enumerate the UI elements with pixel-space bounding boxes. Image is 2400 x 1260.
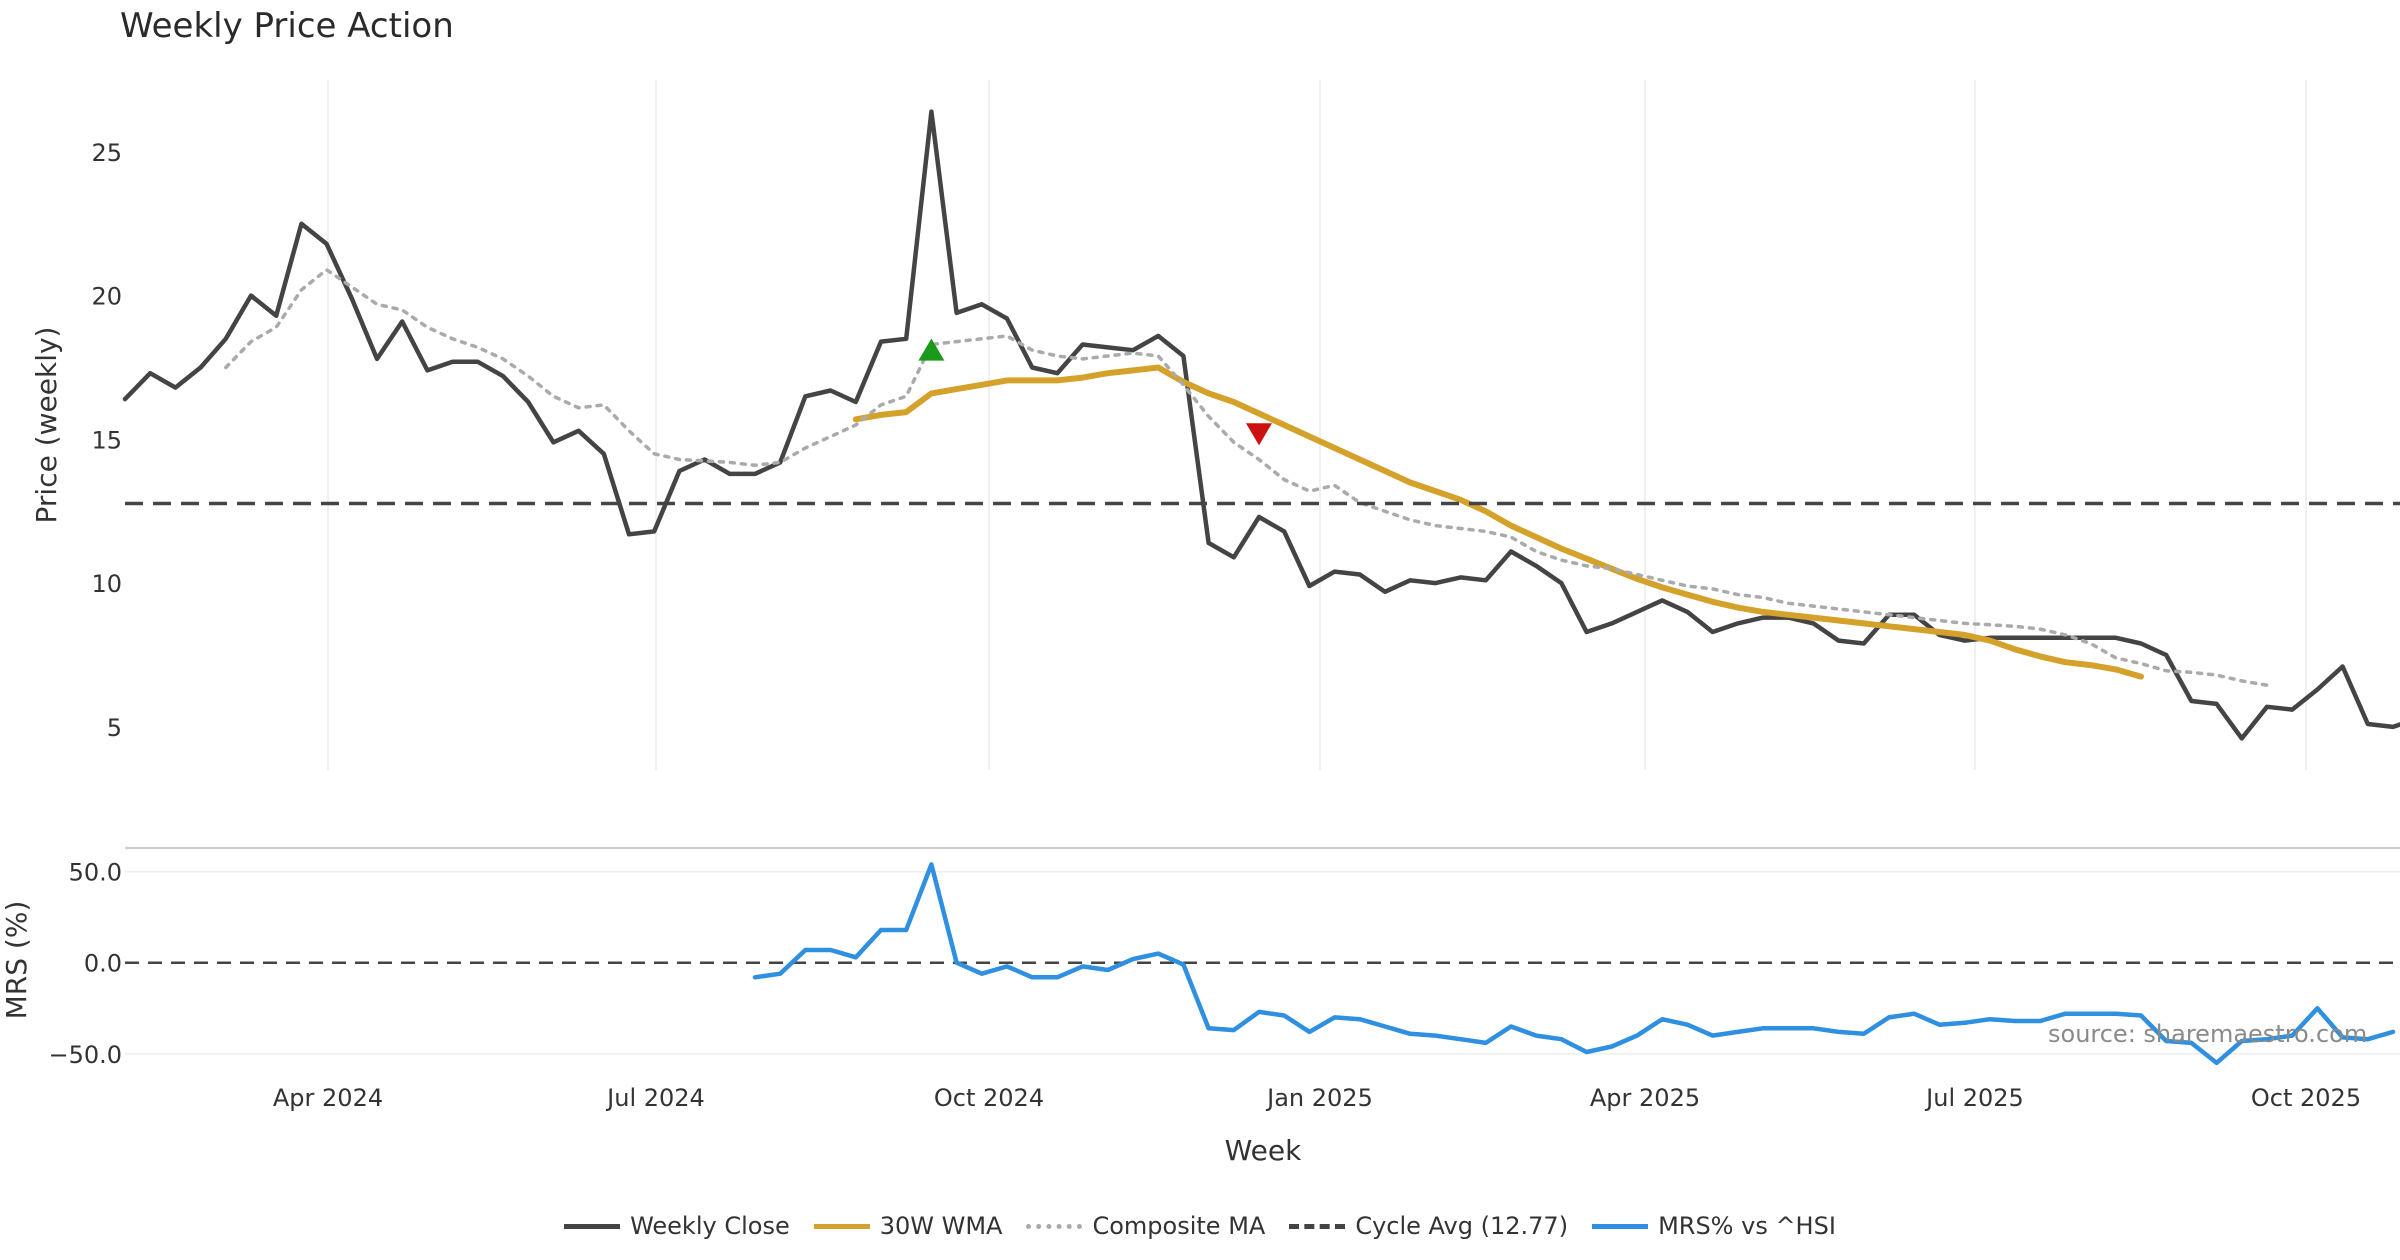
wma-30w-line (852, 364, 2144, 680)
x-tick-label: Jul 2025 (1924, 1084, 2024, 1112)
chart-title: Weekly Price Action (120, 6, 454, 46)
mrs-y-tick-label: 0.0 (84, 950, 122, 978)
buy-signal-marker (918, 338, 945, 361)
legend-swatch-30w-wma (813, 1223, 870, 1229)
legend: Weekly Close 30W WMA Composite MA Cycle … (0, 1212, 2400, 1240)
legend-item-30w-wma: 30W WMA (813, 1212, 1003, 1240)
mrs-line (752, 862, 2396, 1066)
weekly-close-line (122, 109, 2400, 741)
x-axis-title: Week (1225, 1134, 1302, 1167)
legend-label-cycle-avg: Cycle Avg (12.77) (1355, 1212, 1569, 1240)
x-tick-label: Jul 2024 (605, 1084, 705, 1112)
legend-item-mrs: MRS% vs ^HSI (1592, 1212, 1836, 1240)
legend-swatch-cycle-avg (1289, 1223, 1346, 1229)
x-tick-label: Oct 2024 (934, 1084, 1044, 1112)
x-tick-label: Oct 2025 (2251, 1084, 2361, 1112)
legend-item-composite-ma: Composite MA (1026, 1212, 1265, 1240)
mrs-y-axis-title: MRS (%) (0, 901, 33, 1020)
price-y-tick-label: 10 (91, 570, 122, 598)
legend-item-cycle-avg: Cycle Avg (12.77) (1289, 1212, 1568, 1240)
x-tick-label: Apr 2024 (273, 1084, 383, 1112)
price-y-tick-label: 20 (91, 283, 122, 311)
x-tick-label: Jan 2025 (1265, 1084, 1373, 1112)
legend-swatch-mrs (1592, 1223, 1649, 1229)
legend-label-mrs: MRS% vs ^HSI (1658, 1212, 1836, 1240)
x-tick-label: Apr 2025 (1590, 1084, 1700, 1112)
sell-signal-marker (1246, 423, 1272, 446)
legend-label-composite-ma: Composite MA (1092, 1212, 1266, 1240)
mrs-y-tick-label: 50.0 (69, 859, 122, 887)
legend-swatch-weekly-close (564, 1223, 621, 1229)
source-text: source: sharemaestro.com (2048, 1020, 2368, 1048)
price-y-tick-label: 15 (91, 426, 122, 454)
mrs-y-tick-label: −50.0 (48, 1041, 122, 1069)
legend-swatch-composite-ma (1026, 1223, 1083, 1229)
composite-ma-line (224, 268, 2269, 687)
legend-item-weekly-close: Weekly Close (564, 1212, 790, 1240)
legend-label-weekly-close: Weekly Close (630, 1212, 790, 1240)
price-y-tick-label: 5 (107, 714, 122, 742)
legend-label-30w-wma: 30W WMA (879, 1212, 1003, 1240)
price-y-axis-title: Price (weekly) (30, 327, 63, 524)
price-y-tick-label: 25 (91, 139, 122, 167)
